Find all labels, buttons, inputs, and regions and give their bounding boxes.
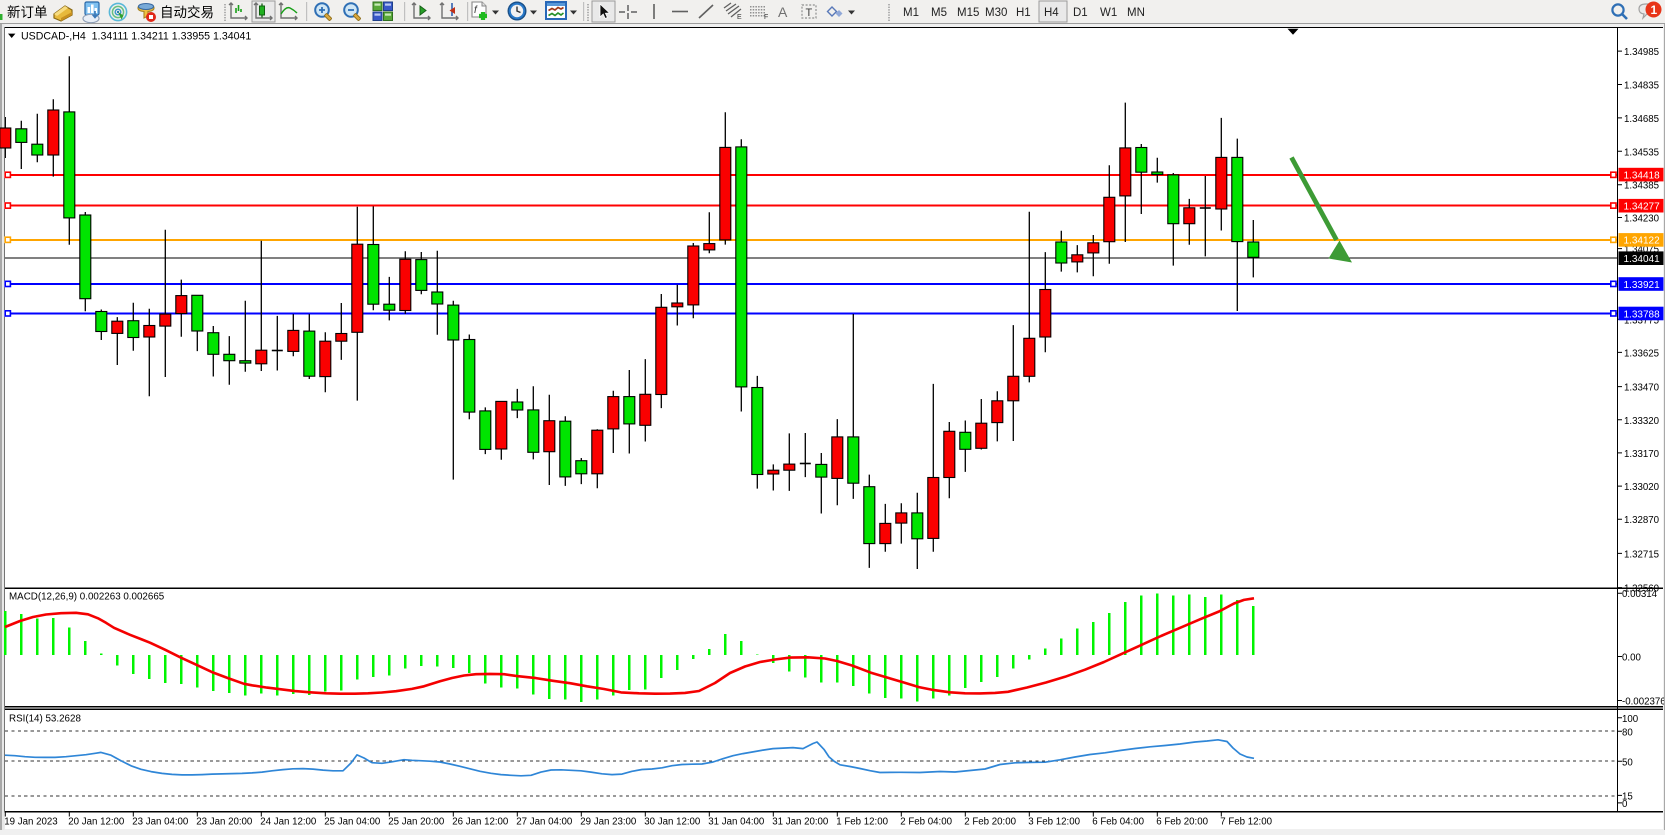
svg-text:2 Feb 20:00: 2 Feb 20:00 <box>964 817 1016 828</box>
svg-text:1.33625: 1.33625 <box>1624 348 1659 359</box>
svg-text:1.33170: 1.33170 <box>1624 449 1660 460</box>
svg-text:23 Jan 20:00: 23 Jan 20:00 <box>196 817 253 828</box>
svg-text:1.34122: 1.34122 <box>1624 236 1661 247</box>
svg-text:-0.002376: -0.002376 <box>1622 697 1665 708</box>
svg-text:0.00314: 0.00314 <box>1622 589 1658 600</box>
svg-text:20 Jan 12:00: 20 Jan 12:00 <box>68 817 125 828</box>
svg-text:1.34535: 1.34535 <box>1624 147 1659 158</box>
svg-text:1.34075: 1.34075 <box>1624 245 1659 256</box>
svg-text:1.33775: 1.33775 <box>1624 315 1659 326</box>
svg-text:A: A <box>778 4 788 20</box>
svg-text:1.34277: 1.34277 <box>1624 202 1661 213</box>
svg-text:自动交易: 自动交易 <box>160 4 214 20</box>
svg-text:F: F <box>764 14 768 21</box>
svg-text:1.32870: 1.32870 <box>1624 515 1660 526</box>
svg-text:25 Jan 20:00: 25 Jan 20:00 <box>388 817 445 828</box>
svg-text:1.33470: 1.33470 <box>1624 383 1660 394</box>
svg-text:1.33020: 1.33020 <box>1624 482 1660 493</box>
svg-text:RSI(14) 53.2628: RSI(14) 53.2628 <box>9 714 81 725</box>
svg-text:1 Feb 12:00: 1 Feb 12:00 <box>836 817 888 828</box>
svg-text:新订单: 新订单 <box>7 5 48 20</box>
svg-text:7 Feb 12:00: 7 Feb 12:00 <box>1220 817 1272 828</box>
svg-text:50: 50 <box>1622 757 1633 768</box>
svg-text:3 Feb 12:00: 3 Feb 12:00 <box>1028 817 1080 828</box>
svg-text:0: 0 <box>1622 799 1628 810</box>
svg-text:23 Jan 04:00: 23 Jan 04:00 <box>132 817 189 828</box>
svg-text:W1: W1 <box>1100 7 1117 19</box>
svg-text:31 Jan 20:00: 31 Jan 20:00 <box>772 817 829 828</box>
svg-text:MN: MN <box>1127 7 1145 19</box>
svg-text:f: f <box>474 5 478 16</box>
svg-text:25 Jan 04:00: 25 Jan 04:00 <box>324 817 381 828</box>
svg-text:27 Jan 04:00: 27 Jan 04:00 <box>516 817 573 828</box>
svg-text:T: T <box>806 7 813 19</box>
svg-text:1.34835: 1.34835 <box>1624 81 1659 92</box>
svg-text:M30: M30 <box>985 7 1007 19</box>
svg-text:H4: H4 <box>1044 7 1059 19</box>
svg-text:26 Jan 12:00: 26 Jan 12:00 <box>452 817 509 828</box>
svg-text:80: 80 <box>1622 727 1633 738</box>
svg-text:100: 100 <box>1622 714 1639 725</box>
svg-text:M15: M15 <box>957 7 979 19</box>
svg-text:MACD(12,26,9) 0.002263 0.00266: MACD(12,26,9) 0.002263 0.002665 <box>9 592 165 603</box>
svg-text:D1: D1 <box>1073 7 1088 19</box>
svg-text:29 Jan 23:00: 29 Jan 23:00 <box>580 817 637 828</box>
svg-text:1.33788: 1.33788 <box>1624 309 1661 320</box>
svg-text:1.34230: 1.34230 <box>1624 214 1660 225</box>
svg-text:19 Jan 2023: 19 Jan 2023 <box>4 817 57 828</box>
svg-text:1.33921: 1.33921 <box>1624 280 1661 291</box>
svg-text:E: E <box>737 14 742 21</box>
svg-text:1.34685: 1.34685 <box>1624 114 1659 125</box>
svg-text:31 Jan 04:00: 31 Jan 04:00 <box>708 817 765 828</box>
svg-text:24 Jan 12:00: 24 Jan 12:00 <box>260 817 317 828</box>
svg-text:2 Feb 04:00: 2 Feb 04:00 <box>900 817 952 828</box>
svg-text:1.32715: 1.32715 <box>1624 549 1659 560</box>
svg-text:1.33320: 1.33320 <box>1624 416 1660 427</box>
svg-text:1.34985: 1.34985 <box>1624 47 1659 58</box>
svg-text:1.34385: 1.34385 <box>1624 181 1659 192</box>
svg-text:M5: M5 <box>931 7 947 19</box>
svg-text:1.32560: 1.32560 <box>1624 584 1660 595</box>
svg-text:USDCAD-,H4 1.34111 1.34211 1.: USDCAD-,H4 1.34111 1.34211 1.33955 1.340… <box>21 31 251 43</box>
svg-text:H1: H1 <box>1016 7 1031 19</box>
svg-text:1.34041: 1.34041 <box>1624 254 1661 265</box>
svg-text:1: 1 <box>1651 3 1658 17</box>
svg-text:0.00: 0.00 <box>1622 653 1641 664</box>
svg-text:1.34418: 1.34418 <box>1624 170 1661 181</box>
svg-text:6 Feb 04:00: 6 Feb 04:00 <box>1092 817 1144 828</box>
svg-text:30 Jan 12:00: 30 Jan 12:00 <box>644 817 701 828</box>
svg-text:M1: M1 <box>903 7 919 19</box>
svg-text:6 Feb 20:00: 6 Feb 20:00 <box>1156 817 1208 828</box>
svg-text:15: 15 <box>1622 791 1633 802</box>
